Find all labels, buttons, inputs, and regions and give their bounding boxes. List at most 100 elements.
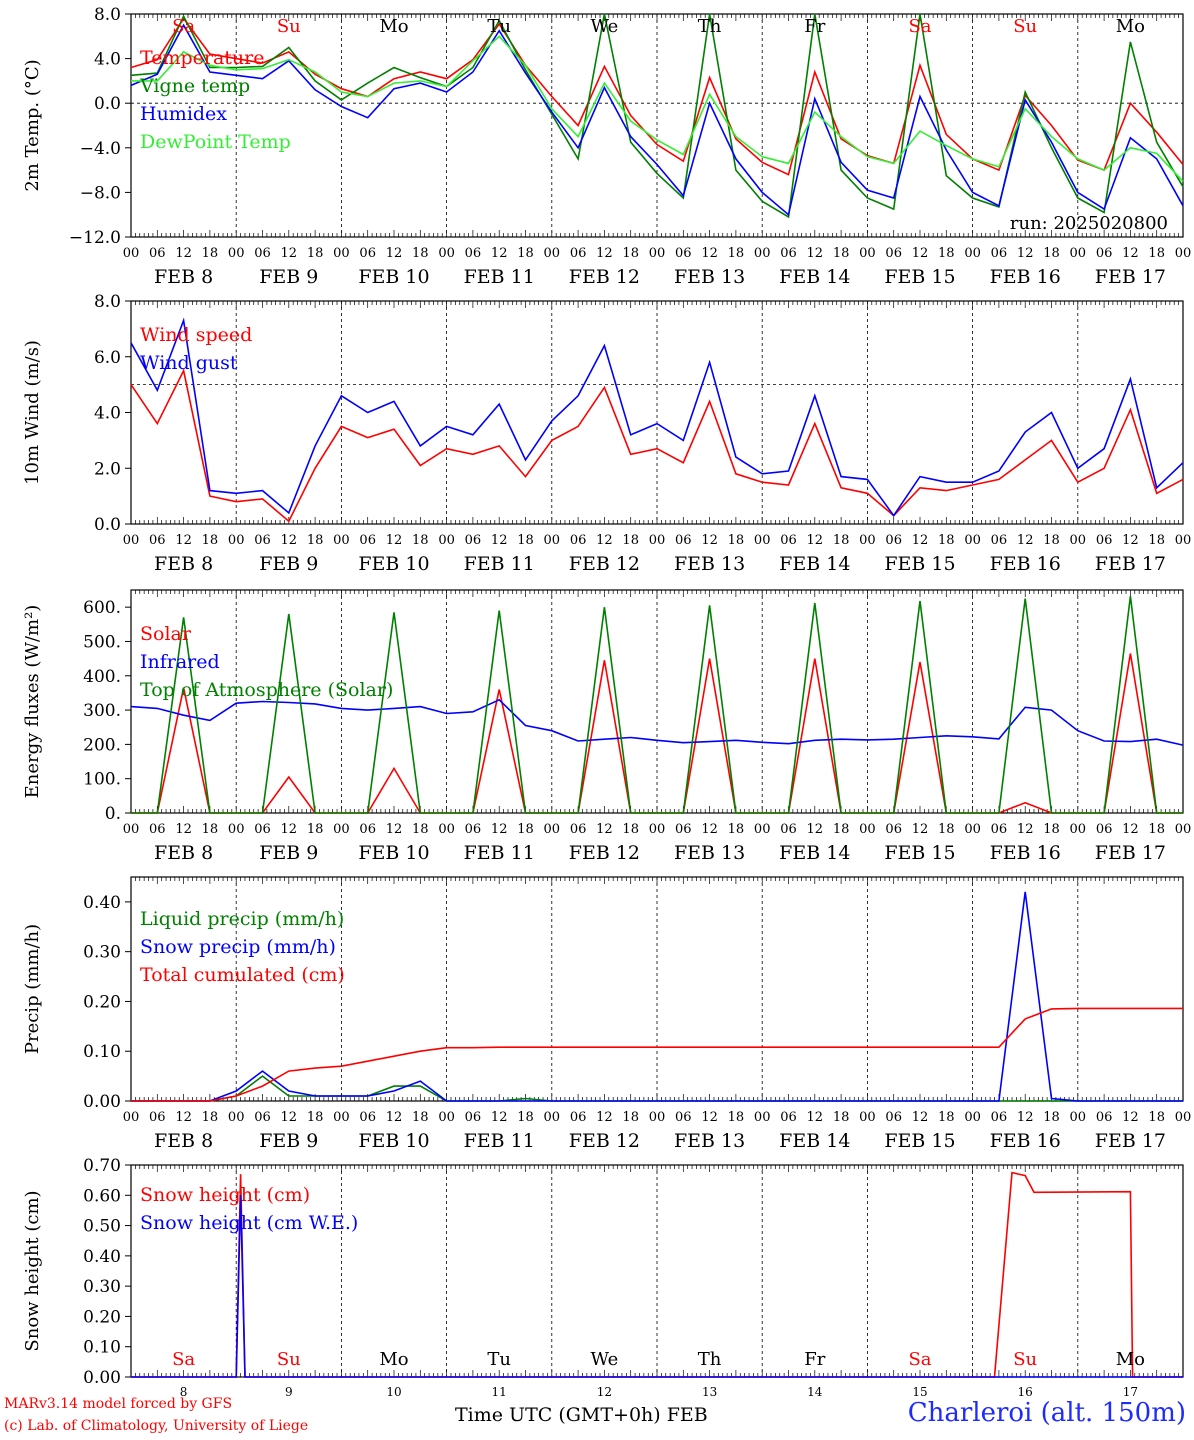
- legend-entry: Wind speed: [140, 324, 252, 346]
- date-label: FEB 9: [259, 842, 318, 864]
- y-tick-label: 400.: [83, 667, 121, 687]
- hour-tick-label: 06: [675, 533, 692, 548]
- y-tick-label: 0.20: [83, 992, 121, 1012]
- hour-tick-label: 12: [807, 533, 824, 548]
- hour-tick-label: 12: [1122, 246, 1139, 261]
- hour-tick-label: 00: [859, 1110, 876, 1125]
- day-number-label: 11: [492, 1385, 507, 1399]
- hour-tick-label: 12: [175, 1110, 192, 1125]
- hour-tick-label: 12: [701, 246, 718, 261]
- hour-tick-label: 12: [701, 1110, 718, 1125]
- date-label: FEB 14: [779, 1130, 850, 1152]
- hour-tick-label: 00: [228, 822, 245, 837]
- date-label: FEB 11: [464, 1130, 535, 1152]
- hour-tick-label: 06: [1096, 822, 1113, 837]
- hour-tick-label: 00: [1175, 246, 1192, 261]
- date-label: FEB 10: [358, 842, 429, 864]
- day-number-label: 12: [597, 1385, 612, 1399]
- hour-tick-label: 12: [912, 822, 929, 837]
- series-line-wind-gust: [130, 317, 1184, 517]
- hour-tick-label: 18: [833, 533, 850, 548]
- y-tick-label: 0.: [105, 804, 121, 824]
- hour-tick-label: 18: [728, 246, 745, 261]
- hour-tick-label: 00: [1070, 533, 1087, 548]
- hour-tick-label: 06: [991, 246, 1008, 261]
- y-tick-label: 0.10: [83, 1042, 121, 1062]
- date-label: FEB 17: [1095, 266, 1166, 288]
- hour-tick-label: 18: [833, 822, 850, 837]
- weekday-label: Mo: [1116, 16, 1145, 37]
- y-tick-label: 500.: [83, 632, 121, 652]
- hour-tick-label: 06: [254, 246, 271, 261]
- legend-entry: Top of Atmosphere (Solar): [140, 679, 393, 701]
- legend-entry: Snow height (cm): [140, 1184, 310, 1206]
- hour-tick-label: 00: [964, 533, 981, 548]
- hour-tick-label: 06: [359, 533, 376, 548]
- hour-tick-label: 12: [175, 246, 192, 261]
- hour-tick-label: 06: [991, 822, 1008, 837]
- hour-tick-label: 06: [465, 246, 482, 261]
- weekday-label: We: [591, 16, 619, 37]
- station-title: Charleroi (alt. 150m): [907, 1398, 1186, 1428]
- hour-tick-label: 00: [649, 1110, 666, 1125]
- hour-tick-label: 06: [570, 246, 587, 261]
- date-label: FEB 14: [779, 553, 850, 575]
- hour-tick-label: 00: [544, 533, 561, 548]
- hour-tick-label: 18: [412, 246, 429, 261]
- model-credit: MARv3.14 model forced by GFS: [4, 1396, 233, 1412]
- plot-frame: [130, 589, 1184, 814]
- y-axis-title: Energy fluxes (W/m²): [22, 605, 43, 799]
- hour-tick-label: 18: [1148, 822, 1165, 837]
- hour-tick-label: 06: [780, 822, 797, 837]
- y-tick-label: 4.0: [94, 404, 121, 424]
- weekday-label: Su: [1013, 16, 1037, 37]
- hour-tick-label: 12: [912, 533, 929, 548]
- hour-tick-label: 00: [123, 246, 140, 261]
- weekday-label: Tu: [487, 1349, 511, 1370]
- y-tick-label: 0.0: [94, 94, 121, 114]
- series-line-snow-height-cm-w-e-: [131, 1195, 1183, 1378]
- hour-tick-label: 06: [149, 1110, 166, 1125]
- day-number-label: 14: [807, 1385, 823, 1399]
- series-line-total-cumulated-cm-: [131, 1007, 1183, 1102]
- weekday-label: Su: [277, 16, 301, 37]
- date-label: FEB 11: [464, 266, 535, 288]
- hour-tick-label: 06: [780, 1110, 797, 1125]
- hour-tick-label: 00: [333, 822, 350, 837]
- hour-tick-label: 00: [123, 1110, 140, 1125]
- hour-tick-label: 00: [333, 1110, 350, 1125]
- hour-tick-label: 12: [596, 1110, 613, 1125]
- hour-tick-label: 18: [833, 1110, 850, 1125]
- date-label: FEB 13: [674, 553, 745, 575]
- hour-tick-label: 00: [123, 533, 140, 548]
- hour-tick-label: 18: [202, 533, 219, 548]
- y-tick-label: 6.0: [94, 348, 121, 368]
- hour-tick-label: 18: [1148, 246, 1165, 261]
- hour-tick-label: 00: [228, 246, 245, 261]
- date-label: FEB 15: [884, 842, 955, 864]
- date-label: FEB 16: [990, 553, 1061, 575]
- hour-tick-label: 00: [754, 1110, 771, 1125]
- hour-tick-label: 18: [412, 1110, 429, 1125]
- hour-tick-label: 18: [1148, 1110, 1165, 1125]
- hour-tick-label: 00: [859, 246, 876, 261]
- hour-tick-label: 06: [991, 533, 1008, 548]
- hour-tick-label: 18: [938, 1110, 955, 1125]
- hour-tick-label: 12: [701, 822, 718, 837]
- y-tick-label: −8.0: [80, 183, 121, 203]
- hour-tick-label: 18: [307, 533, 324, 548]
- series-line-temperature: [130, 17, 1184, 176]
- legend-entry: Snow precip (mm/h): [140, 936, 336, 958]
- hour-tick-label: 18: [728, 533, 745, 548]
- hour-tick-label: 06: [254, 1110, 271, 1125]
- hour-tick-label: 12: [1122, 822, 1139, 837]
- date-label: FEB 15: [884, 553, 955, 575]
- y-tick-label: 0.0: [94, 515, 121, 535]
- date-label: FEB 13: [674, 842, 745, 864]
- hour-tick-label: 18: [622, 533, 639, 548]
- hour-tick-label: 00: [859, 822, 876, 837]
- date-label: FEB 11: [464, 842, 535, 864]
- y-tick-label: 0.00: [83, 1092, 121, 1112]
- hour-tick-label: 00: [859, 533, 876, 548]
- date-label: FEB 12: [569, 553, 640, 575]
